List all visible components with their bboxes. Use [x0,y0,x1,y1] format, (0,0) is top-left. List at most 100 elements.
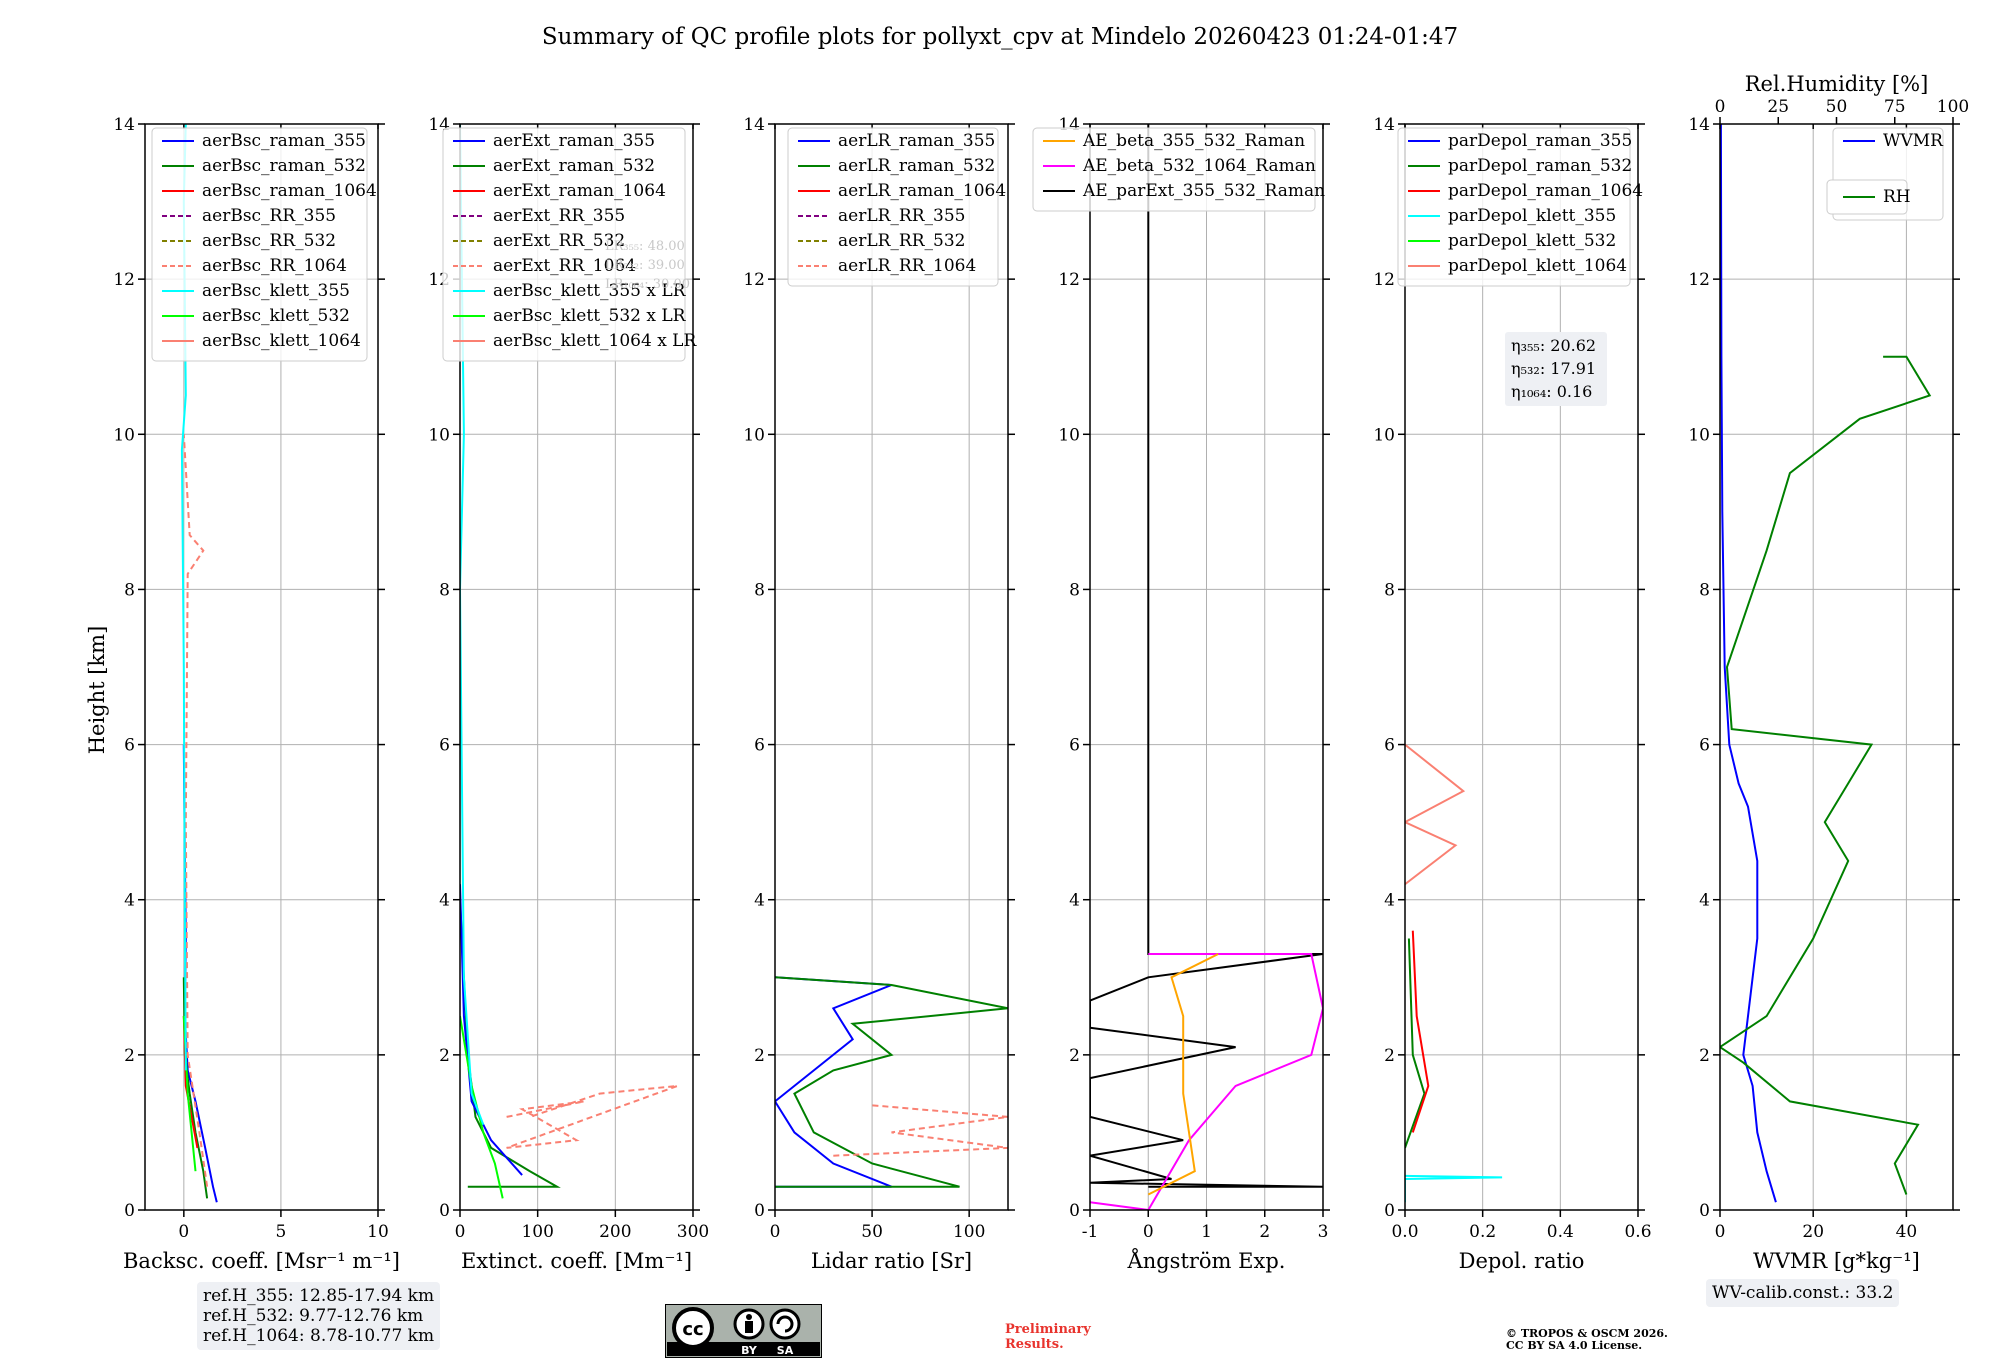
legend-label: AE_parExt_355_532_Raman [1082,181,1325,201]
x-tick-label: 40 [1896,1222,1918,1242]
legend-label: aerExt_RR_532 [493,231,625,251]
lr-label: LR₃₅₅: 48.00 [605,239,685,254]
x-axis-label: Lidar ratio [Sr] [811,1249,972,1273]
legend-bsc: aerBsc_raman_355 aerBsc_raman_532 aerBsc_r… [151,127,377,362]
series-parDepol_raman_1064 [1411,930,1430,1133]
x-tick-label: 0 [770,1222,781,1242]
x-tick-label: 0.2 [1469,1222,1496,1242]
y-tick-label: 10 [1373,425,1395,445]
panel-bsc: 0 5 10 0 2 4 6 8 10 12 14 Backsc. coeff. [Msr⁻¹ m⁻¹… [113,115,400,1273]
series-parDepol_raman_532 [1405,938,1426,1149]
axes-frame [774,123,1009,1211]
y-tick-label: 4 [124,891,135,911]
preliminary-notice: Preliminary Results. [1005,1322,1091,1352]
x-tick-label: 0 [1143,1222,1154,1242]
lr-label: LR₅₃₂: 39.00 [605,258,685,273]
panel-lr: 0 50 100 0 2 4 6 8 10 12 14 Lidar ratio [Sr] aerLR_r… [743,115,1015,1273]
top-tick-label: 50 [1826,97,1848,117]
y-tick-label: 4 [1384,891,1395,911]
x-axis-label: WVMR [g*kg⁻¹] [1753,1249,1920,1273]
legend-label: aerBsc_klett_1064 x LR [493,331,697,351]
top-axis-label: Rel.Humidity [%] [1745,72,1929,96]
series-aerBsc_klett_532 x LR [460,1015,504,1199]
y-tick-label: 2 [1384,1046,1395,1066]
series-AE_beta_355_532_Raman [1147,953,1219,1196]
x-tick-label: 20 [1802,1222,1824,1242]
legend-label: aerLR_RR_355 [838,206,965,226]
top-tick-label: 100 [1937,97,1969,117]
y-tick-label: 14 [1373,115,1395,135]
license-by: BY [741,1344,758,1357]
legend-label: aerLR_raman_1064 [838,181,1006,201]
y-tick-label: 12 [1058,270,1080,290]
x-tick-label: 50 [861,1222,883,1242]
legend-label: aerLR_RR_532 [838,231,965,251]
series-aerLR_RR_1064 [833,1104,1008,1157]
axes-frame [144,123,379,1211]
x-tick-label: 0 [178,1222,189,1242]
eta-label: η₁₀₆₄: 0.16 [1511,382,1592,401]
y-tick-label: 4 [1069,891,1080,911]
legend-box [1397,127,1631,287]
y-tick-label: 6 [439,736,450,756]
legend-label: WVMR [1883,131,1944,151]
ref-height-1064: ref.H_1064: 8.78-10.77 km [203,1326,435,1346]
axes-frame [459,123,694,1211]
x-tick-label: 5 [276,1222,287,1242]
top-tick-label: 75 [1884,97,1906,117]
axes-frame [1404,123,1639,1211]
share-alike-icon [769,1308,801,1340]
x-axis-label: Ångström Exp. [1127,1248,1286,1273]
legend-label: aerLR_raman_355 [838,131,995,151]
legend-label: parDepol_klett_1064 [1448,256,1627,276]
x-axis-label: Extinct. coeff. [Mm⁻¹] [461,1249,692,1273]
y-tick-label: 14 [1688,115,1710,135]
x-tick-label: 0 [455,1222,466,1242]
legend-label: aerExt_RR_355 [493,206,625,226]
copyright-line-2: CC BY SA 4.0 License. [1506,1339,1643,1352]
y-tick-label: 2 [124,1046,135,1066]
x-tick-label: 100 [521,1222,553,1242]
y-tick-label: 6 [1384,736,1395,756]
legend-box [1032,127,1316,212]
series-aerBsc_klett_355 x LR [460,124,485,1126]
y-tick-label: 0 [754,1201,765,1221]
y-tick-label: 14 [113,115,135,135]
y-tick-label: 8 [754,580,765,600]
x-tick-label: -1 [1082,1222,1099,1242]
legend-box [442,127,686,362]
y-tick-label: 8 [1699,580,1710,600]
eta-label: η₃₅₅: 20.62 [1511,336,1596,355]
y-tick-label: 2 [1699,1046,1710,1066]
top-tick-label: 0 [1715,97,1726,117]
x-tick-label: 0.0 [1391,1222,1418,1242]
eta-label: η₅₃₂: 17.91 [1511,359,1596,378]
x-tick-label: 300 [677,1222,709,1242]
x-tick-label: 10 [367,1222,389,1242]
legend-label: aerExt_raman_355 [493,131,655,151]
legend-label: aerExt_raman_1064 [493,181,666,201]
top-tick-label: 25 [1767,97,1789,117]
legend-depol: parDepol_raman_355 parDepol_raman_532 parD… [1397,127,1643,287]
y-tick-label: 12 [1688,270,1710,290]
y-tick-label: 0 [439,1201,450,1221]
legend-label: aerExt_RR_1064 [493,256,636,276]
legend-lr: aerLR_raman_355 aerLR_raman_532 aerLR_rama… [787,127,1006,287]
legend-label: AE_beta_532_1064_Raman [1082,156,1316,176]
series-AE_beta_532_1064_Raman [1090,953,1323,1210]
panel-depol: 0.0 0.2 0.4 0.6 0 2 4 6 8 10 12 14 Depol. ratio parDe… [1373,115,1651,1273]
y-tick-label: 4 [1699,891,1710,911]
legend-label: aerBsc_RR_1064 [202,256,347,276]
x-axis-label: Depol. ratio [1459,1249,1585,1273]
legend-label: RH [1883,187,1911,207]
legend-wv: WVMR RH [1826,127,1944,221]
x-tick-label: 200 [599,1222,631,1242]
y-tick-label: 0 [1699,1201,1710,1221]
legend-ext: aerExt_raman_355 aerExt_raman_532 aerExt_r… [442,127,697,362]
y-tick-label: 6 [124,736,135,756]
legend-label: aerBsc_raman_1064 [202,181,377,201]
series-aerExt_raman_532 [460,899,561,1188]
series-aerLR_raman_355 [775,976,892,1188]
